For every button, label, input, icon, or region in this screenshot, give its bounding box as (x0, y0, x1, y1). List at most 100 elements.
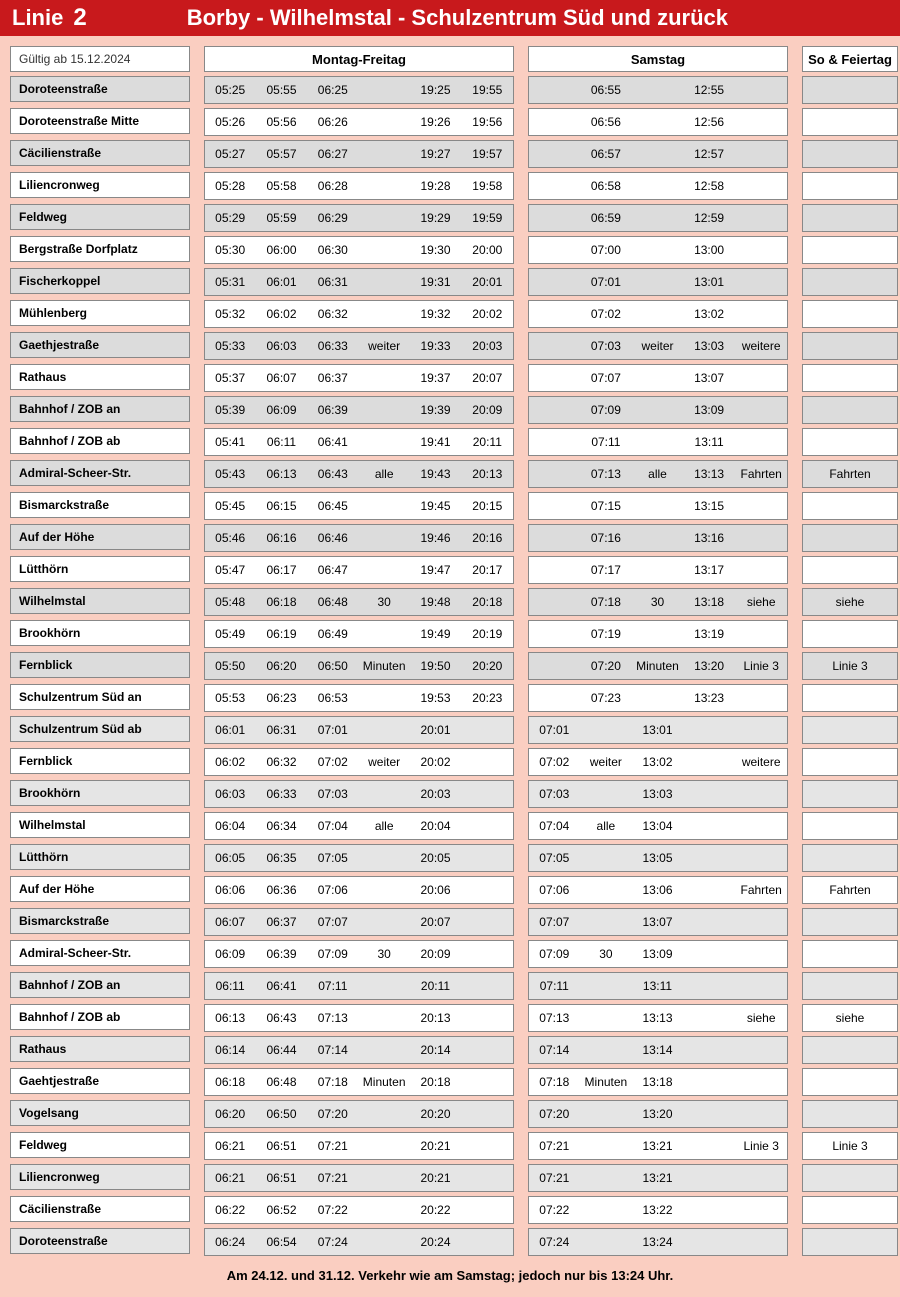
time-cell: 07:05 (308, 845, 359, 871)
time-cell (462, 1229, 513, 1255)
saturday-block: 07:1413:14 (528, 1036, 788, 1064)
time-cell (359, 1229, 410, 1255)
time-cell: 06:00 (256, 237, 307, 263)
time-cell (529, 493, 581, 519)
time-cell: 12:56 (684, 109, 736, 135)
stop-name: Feldweg (10, 1132, 190, 1158)
time-cell: 05:58 (256, 173, 307, 199)
time-cell: 20:07 (462, 365, 513, 391)
time-cell: 19:27 (410, 141, 461, 167)
stop-name: Brookhörn (10, 780, 190, 806)
table-row: Brookhörn05:4906:1906:4919:4920:1907:191… (10, 620, 898, 648)
saturday-block: 07:03weiter13:03weitere (528, 332, 788, 360)
time-cell: 07:11 (529, 973, 581, 999)
time-cell: 13:17 (684, 557, 736, 583)
time-cell (735, 141, 787, 167)
time-cell: 05:41 (205, 429, 256, 455)
time-cell: 06:14 (205, 1037, 256, 1063)
time-cell: 19:50 (410, 653, 461, 679)
time-cell: 13:24 (632, 1229, 684, 1255)
time-cell: 07:22 (308, 1197, 359, 1223)
time-cell: 13:02 (684, 301, 736, 327)
time-cell: 06:56 (581, 109, 633, 135)
stop-name: Doroteenstraße Mitte (10, 108, 190, 134)
table-row: Admiral-Scheer-Str.06:0906:3907:093020:0… (10, 940, 898, 968)
table-row: Bergstraße Dorfplatz05:3006:0006:3019:30… (10, 236, 898, 264)
sunday-block (802, 972, 898, 1000)
time-cell (581, 1165, 633, 1191)
time-cell (803, 1101, 897, 1127)
time-cell: 13:03 (684, 333, 736, 359)
weekday-block: 06:2206:5207:2220:22 (204, 1196, 514, 1224)
time-cell: 07:02 (308, 749, 359, 775)
time-cell: 13:16 (684, 525, 736, 551)
time-cell (359, 717, 410, 743)
time-cell (529, 269, 581, 295)
time-cell: 05:48 (205, 589, 256, 615)
time-cell (735, 173, 787, 199)
time-cell: 19:32 (410, 301, 461, 327)
time-cell: siehe (803, 1005, 897, 1031)
time-cell (803, 269, 897, 295)
weekday-block: 06:2006:5007:2020:20 (204, 1100, 514, 1128)
time-cell: 20:16 (462, 525, 513, 551)
time-cell (684, 781, 736, 807)
time-cell (359, 877, 410, 903)
time-cell: 05:59 (256, 205, 307, 231)
valid-from: Gültig ab 15.12.2024 (10, 46, 190, 72)
table-row: Feldweg06:2106:5107:2120:2107:2113:21Lin… (10, 1132, 898, 1160)
time-cell: weiter (359, 333, 410, 359)
time-cell: 12:55 (684, 77, 736, 103)
weekday-block: 05:2705:5706:2719:2719:57 (204, 140, 514, 168)
time-cell: 20:03 (410, 781, 461, 807)
time-cell: 13:11 (632, 973, 684, 999)
time-cell (632, 77, 684, 103)
time-cell (684, 1069, 736, 1095)
time-cell (803, 749, 897, 775)
time-cell: 13:18 (632, 1069, 684, 1095)
time-cell: 07:22 (529, 1197, 581, 1223)
sunday-block: Fahrten (802, 460, 898, 488)
time-cell (803, 1037, 897, 1063)
sunday-block (802, 268, 898, 296)
time-cell (359, 781, 410, 807)
time-cell: 06:36 (256, 877, 307, 903)
time-cell: 07:21 (308, 1165, 359, 1191)
time-cell (735, 685, 787, 711)
time-cell: 13:19 (684, 621, 736, 647)
sunday-block (802, 716, 898, 744)
time-cell (462, 941, 513, 967)
stop-name: Brookhörn (10, 620, 190, 646)
time-cell (581, 973, 633, 999)
sunday-block (802, 684, 898, 712)
time-cell (359, 365, 410, 391)
time-cell (581, 877, 633, 903)
time-cell (735, 845, 787, 871)
time-cell: 19:31 (410, 269, 461, 295)
time-cell (359, 845, 410, 871)
time-cell: 07:21 (529, 1133, 581, 1159)
weekday-block: 05:4906:1906:4919:4920:19 (204, 620, 514, 648)
time-cell (684, 1037, 736, 1063)
time-cell: 20:00 (462, 237, 513, 263)
time-cell (632, 173, 684, 199)
time-cell (735, 621, 787, 647)
time-cell (803, 205, 897, 231)
footnote: Am 24.12. und 31.12. Verkehr wie am Sams… (10, 1256, 890, 1297)
time-cell (529, 141, 581, 167)
time-cell: 13:09 (632, 941, 684, 967)
time-cell: 07:21 (529, 1165, 581, 1191)
time-cell: 07:21 (308, 1133, 359, 1159)
time-cell: 20:05 (410, 845, 461, 871)
sunday-block (802, 428, 898, 456)
weekday-block: 05:2505:5506:2519:2519:55 (204, 76, 514, 104)
time-cell (359, 109, 410, 135)
table-row: Cäcilienstraße05:2705:5706:2719:2719:570… (10, 140, 898, 168)
time-cell: 20:22 (410, 1197, 461, 1223)
time-cell: 20:23 (462, 685, 513, 711)
time-cell: 07:14 (529, 1037, 581, 1063)
time-cell (529, 589, 581, 615)
time-cell: 12:57 (684, 141, 736, 167)
time-cell: 06:48 (308, 589, 359, 615)
time-cell (632, 525, 684, 551)
